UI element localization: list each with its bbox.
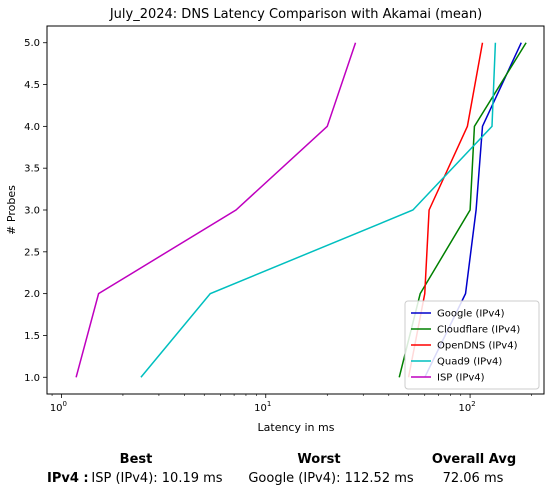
x-axis-label: Latency in ms: [258, 421, 335, 434]
y-tick-label: 4.5: [24, 80, 40, 91]
ipv4-row-label: IPv4 :: [47, 471, 89, 486]
worst-value: Google (IPv4): 112.52 ms: [248, 471, 414, 486]
legend-label-google-ipv4: Google (IPv4): [437, 309, 505, 320]
legend-label-opendns-ipv4: OpenDNS (IPv4): [437, 341, 518, 352]
x-tick-label: 100: [50, 400, 67, 414]
overall-avg-value: 72.06 ms: [442, 471, 504, 486]
best-value: ISP (IPv4): 10.19 ms: [91, 471, 223, 486]
chart-title: July_2024: DNS Latency Comparison with A…: [109, 7, 482, 22]
overall-avg-header: Overall Avg: [431, 452, 517, 467]
series-line-quad9-ipv4: [140, 42, 497, 378]
worst-header: Worst: [297, 452, 341, 467]
legend-label-isp-ipv4: ISP (IPv4): [437, 373, 485, 384]
y-tick-label: 2.0: [24, 289, 40, 300]
x-tick-label: 101: [254, 400, 271, 414]
y-tick-label: 4.0: [24, 122, 40, 133]
legend-box: [404, 300, 540, 390]
y-tick-label: 1.0: [24, 373, 40, 384]
series-line-isp-ipv4: [75, 42, 357, 378]
y-tick-label: 1.5: [24, 331, 40, 342]
latency-chart: July_2024: DNS Latency Comparison with A…: [5, 7, 545, 434]
legend: Google (IPv4) Cloudflare (IPv4) OpenDNS (I…: [404, 300, 540, 390]
legend-label-quad9-ipv4: Quad9 (IPv4): [437, 357, 502, 368]
y-tick-label: 3.0: [24, 206, 40, 217]
y-tick-label: 2.5: [24, 247, 40, 258]
y-tick-label: 3.5: [24, 164, 40, 175]
y-tick-label: 5.0: [24, 38, 40, 49]
legend-label-cloudflare-ipv4: Cloudflare (IPv4): [437, 325, 520, 336]
x-tick-label: 102: [458, 400, 475, 414]
y-axis-label: # Probes: [5, 185, 18, 235]
best-header: Best: [119, 452, 153, 467]
